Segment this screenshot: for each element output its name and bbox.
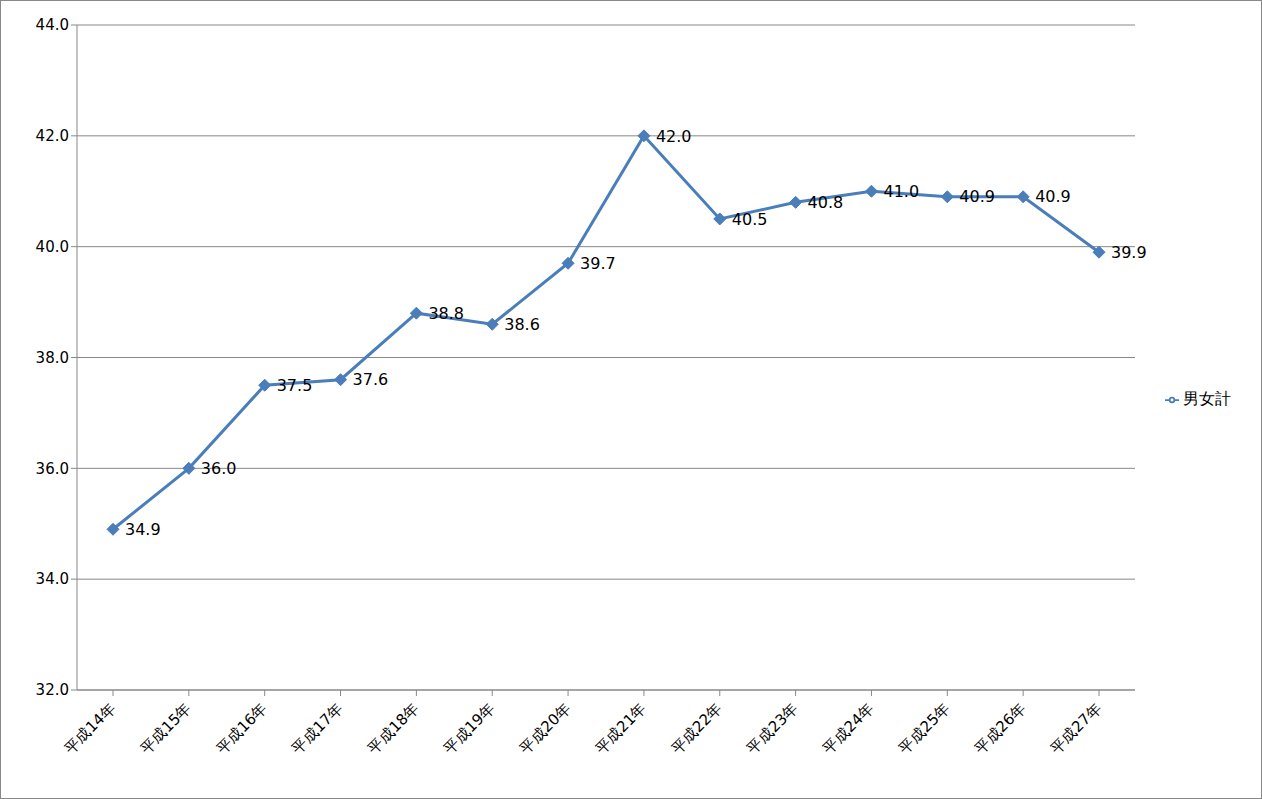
svg-text:平成20年: 平成20年 [516,699,574,757]
svg-text:平成22年: 平成22年 [668,699,726,757]
svg-text:平成18年: 平成18年 [364,699,422,757]
svg-text:40.0: 40.0 [36,238,69,256]
svg-text:40.9: 40.9 [1035,187,1071,206]
svg-text:40.5: 40.5 [732,210,768,229]
svg-text:34.0: 34.0 [36,570,69,588]
svg-text:32.0: 32.0 [36,681,69,699]
svg-text:42.0: 42.0 [36,127,69,145]
svg-text:37.6: 37.6 [353,370,389,389]
svg-text:42.0: 42.0 [656,127,692,146]
svg-text:40.8: 40.8 [808,193,844,212]
svg-text:38.6: 38.6 [504,315,540,334]
svg-text:39.9: 39.9 [1111,243,1147,262]
svg-text:平成19年: 平成19年 [440,699,498,757]
svg-text:39.7: 39.7 [580,254,616,273]
svg-text:37.5: 37.5 [277,376,313,395]
svg-text:平成27年: 平成27年 [1047,699,1105,757]
svg-text:平成16年: 平成16年 [213,699,271,757]
svg-text:34.9: 34.9 [125,520,161,539]
svg-text:36.0: 36.0 [201,459,237,478]
svg-text:41.0: 41.0 [883,182,919,201]
svg-text:38.0: 38.0 [36,349,69,367]
svg-text:平成25年: 平成25年 [895,699,953,757]
svg-text:38.8: 38.8 [428,304,464,323]
svg-text:平成26年: 平成26年 [971,699,1029,757]
svg-text:平成21年: 平成21年 [592,699,650,757]
svg-text:平成23年: 平成23年 [744,699,802,757]
svg-text:40.9: 40.9 [959,187,995,206]
svg-text:平成17年: 平成17年 [288,699,346,757]
svg-text:44.0: 44.0 [36,16,69,34]
svg-text:36.0: 36.0 [36,460,69,478]
html-text:男女計: 男女計 [1183,389,1231,408]
svg-text:平成24年: 平成24年 [819,699,877,757]
svg-text:平成14年: 平成14年 [61,699,119,757]
svg-text:平成15年: 平成15年 [137,699,195,757]
